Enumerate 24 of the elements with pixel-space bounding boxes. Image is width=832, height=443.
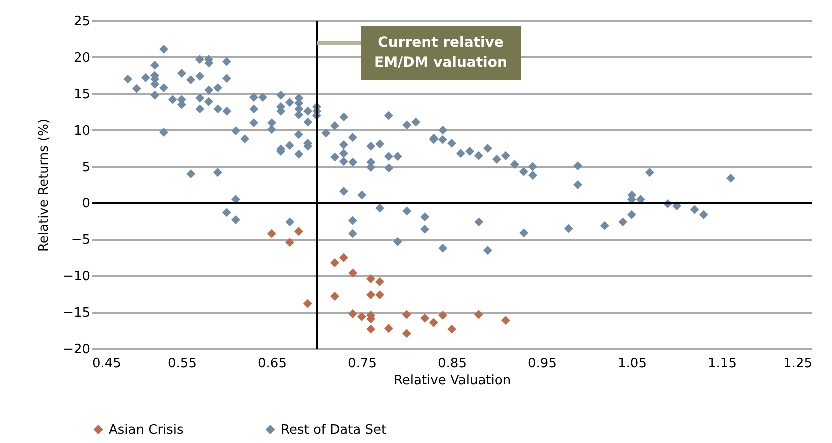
y-tick-label: −20 — [63, 342, 90, 358]
x-tick-label: 0.45 — [92, 356, 122, 372]
y-tick-label: 10 — [74, 124, 90, 139]
x-tick-label: 0.95 — [528, 356, 557, 372]
x-tick-label: 0.75 — [348, 356, 377, 372]
x-tick-label: 0.65 — [258, 356, 287, 372]
x-tick-label: 0.55 — [168, 356, 197, 372]
y-tick-label: −10 — [63, 270, 90, 285]
y-tick-label: 15 — [74, 87, 90, 102]
legend-label: Rest of Data Set — [281, 422, 387, 438]
y-axis-title: Relative Returns (%) — [37, 118, 52, 252]
x-axis-title: Relative Valuation — [394, 374, 512, 388]
ref-line-label: Current relative EM/DM valuation — [374, 35, 508, 71]
y-tick-label: −5 — [71, 233, 90, 248]
x-tick-label: 1.25 — [784, 356, 812, 372]
legend-label: Asian Crisis — [109, 422, 184, 438]
y-tick-label: 0 — [82, 196, 90, 212]
x-tick-label: 0.85 — [438, 356, 467, 372]
y-tick-label: 25 — [74, 14, 90, 30]
y-tick-label: 20 — [74, 50, 90, 66]
y-tick-label: 5 — [82, 160, 90, 176]
y-tick-label: −15 — [63, 306, 90, 322]
x-tick-label: 1.15 — [708, 356, 737, 372]
x-tick-label: 1.05 — [618, 356, 647, 372]
